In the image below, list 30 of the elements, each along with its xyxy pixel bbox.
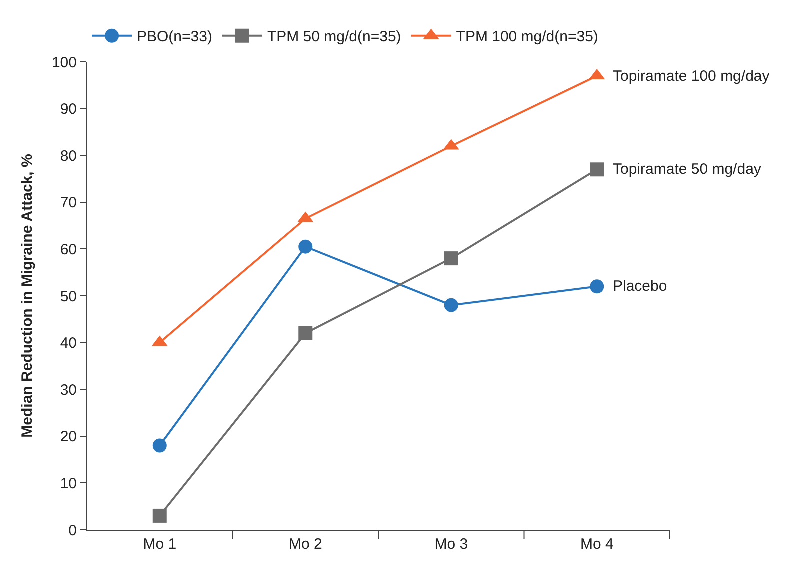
point bbox=[298, 240, 313, 254]
y-tick-label: 90 bbox=[60, 101, 77, 118]
y-tick-label: 60 bbox=[60, 241, 77, 258]
y-tick-label: 40 bbox=[60, 335, 77, 352]
annotation: Topiramate 100 mg/day bbox=[613, 68, 770, 85]
y-tick-label: 20 bbox=[60, 428, 77, 446]
point bbox=[152, 438, 167, 453]
legend-label: TPM 50 mg/d(n=35) bbox=[267, 28, 402, 46]
point bbox=[444, 252, 458, 266]
y-tick-label: 10 bbox=[60, 475, 77, 492]
y-tick-label: 50 bbox=[60, 288, 77, 306]
y-tick-label: 30 bbox=[60, 382, 77, 399]
legend-label: TPM 100 mg/d(n=35) bbox=[456, 28, 598, 46]
point bbox=[590, 280, 604, 294]
point bbox=[444, 298, 458, 312]
annotation: Topiramate 50 mg/day bbox=[613, 161, 762, 178]
point bbox=[152, 508, 167, 523]
y-tick-label: 100 bbox=[52, 54, 77, 72]
y-axis-title: Median Reduction in Migraine Attack, % bbox=[19, 154, 36, 438]
x-tick-label: Mo 3 bbox=[434, 536, 468, 553]
x-tick-label: Mo 4 bbox=[580, 536, 614, 553]
y-tick-label: 0 bbox=[68, 522, 77, 540]
x-tick-label: Mo 2 bbox=[288, 536, 322, 553]
annotation: Placebo bbox=[613, 278, 668, 295]
y-tick-label: 80 bbox=[60, 148, 77, 165]
legend-label: PBO(n=33) bbox=[137, 28, 212, 46]
y-tick-label: 70 bbox=[60, 194, 77, 212]
point bbox=[590, 162, 604, 177]
x-tick-label: Mo 1 bbox=[143, 536, 177, 553]
point bbox=[298, 326, 313, 340]
